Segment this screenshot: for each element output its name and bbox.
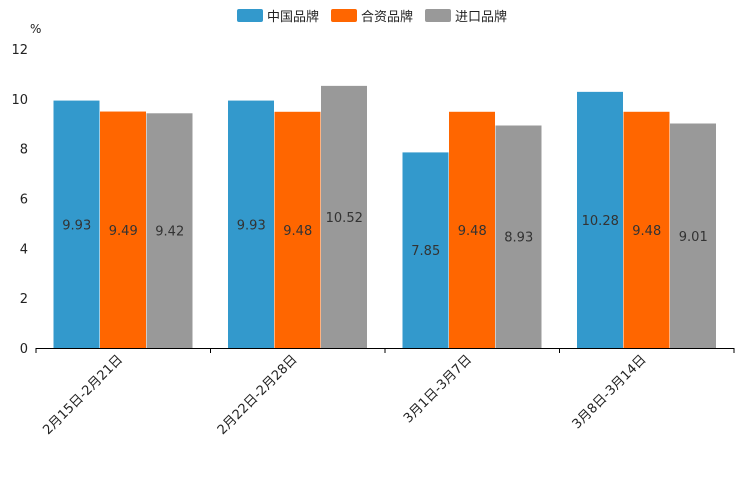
legend-item-import-brand[interactable]: 进口品牌 (425, 6, 507, 25)
bar (274, 111, 321, 348)
data-label: 9.01 (679, 230, 708, 245)
y-tick-label: 10 (11, 93, 28, 108)
y-tick-label: 8 (20, 143, 28, 158)
x-tick-label: 3月1日-3月7日 (401, 352, 475, 426)
y-tick-label: 0 (20, 342, 28, 357)
data-label: 9.42 (155, 225, 184, 240)
data-label: 9.93 (62, 218, 91, 233)
legend-item-joint-venture-brand[interactable]: 合资品牌 (330, 6, 413, 25)
bar (228, 100, 274, 348)
bar (100, 111, 146, 348)
bar (53, 100, 100, 348)
data-label: 9.48 (632, 224, 661, 239)
bar (402, 152, 449, 348)
data-label: 9.48 (283, 224, 312, 239)
data-label: 8.93 (504, 231, 533, 246)
legend-label-joint-venture-brand: 合资品牌 (360, 10, 413, 25)
legend-swatch-joint-venture-brand (330, 9, 357, 22)
legend-swatch-china-brand (236, 9, 263, 22)
y-tick-label: 2 (20, 292, 28, 307)
bar (449, 111, 495, 348)
data-label: 9.93 (237, 218, 266, 233)
data-label: 7.85 (411, 244, 440, 259)
x-tick-label: 3月8日-3月14日 (570, 352, 650, 432)
legend-item-china-brand[interactable]: 中国品牌 (236, 6, 319, 25)
legend-swatch-import-brand (425, 9, 451, 22)
data-label: 10.28 (582, 214, 619, 229)
x-tick-label: 2月22日-2月28日 (215, 352, 301, 438)
bar (321, 85, 367, 349)
data-label: 9.49 (109, 224, 138, 239)
bar (623, 111, 670, 348)
y-tick-label: 4 (20, 242, 28, 257)
bar (146, 113, 193, 348)
y-tick-label: 12 (11, 43, 28, 58)
data-label: 10.52 (326, 211, 363, 226)
y-unit-label: % (30, 22, 41, 36)
legend: 中国品牌 合资品牌 进口品牌 (0, 6, 744, 25)
data-label: 9.48 (458, 224, 487, 239)
y-tick-label: 6 (20, 193, 28, 208)
legend-label-import-brand: 进口品牌 (455, 10, 508, 25)
bar (670, 123, 716, 349)
bar (495, 125, 542, 348)
x-tick-label: 2月15日-2月21日 (40, 352, 126, 438)
legend-label-china-brand: 中国品牌 (266, 10, 319, 25)
bar (577, 91, 623, 349)
